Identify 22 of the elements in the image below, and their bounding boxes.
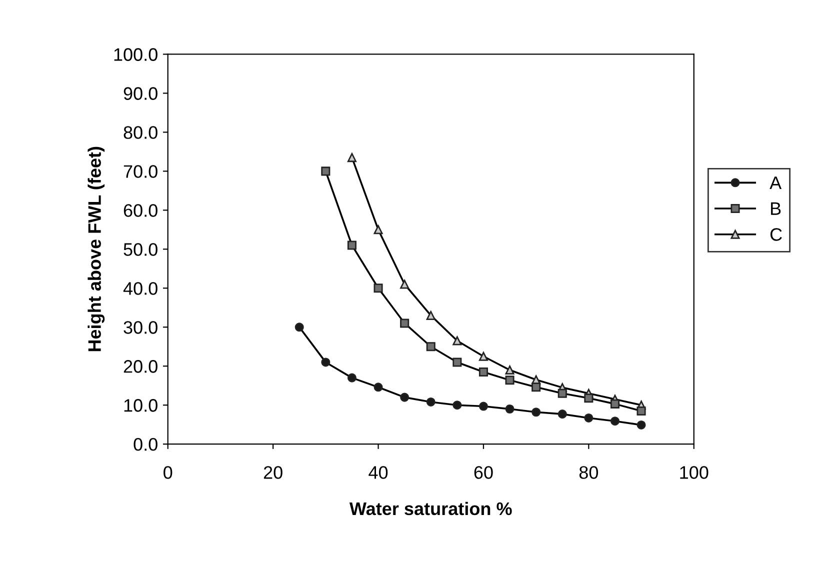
y-tick-label: 80.0 — [124, 126, 158, 139]
y-tick-label: 100.0 — [114, 48, 158, 61]
x-tick-label: 0 — [164, 466, 172, 479]
legend-label: B — [771, 202, 781, 215]
y-tick-label: 20.0 — [124, 360, 158, 373]
y-tick-label: 0.0 — [134, 438, 158, 451]
y-axis-title: Height above FWL (feet) — [88, 146, 105, 352]
legend-label: C — [770, 228, 782, 241]
x-tick-label: 80 — [579, 466, 598, 479]
x-tick-label: 60 — [474, 466, 493, 479]
x-tick-label: 40 — [368, 466, 388, 479]
y-tick-label: 30.0 — [124, 321, 158, 334]
y-tick-label: 60.0 — [124, 204, 158, 217]
x-tick-label: 100 — [680, 466, 708, 479]
x-tick-label: 20 — [264, 466, 282, 479]
y-tick-label: 70.0 — [124, 165, 158, 178]
x-axis-title: Water saturation % — [349, 502, 512, 516]
legend-label: A — [770, 176, 782, 189]
y-tick-label: 10.0 — [124, 399, 158, 412]
y-tick-label: 40.0 — [123, 282, 158, 295]
y-tick-label: 90.0 — [124, 87, 158, 100]
y-tick-label: 50.0 — [124, 243, 158, 256]
